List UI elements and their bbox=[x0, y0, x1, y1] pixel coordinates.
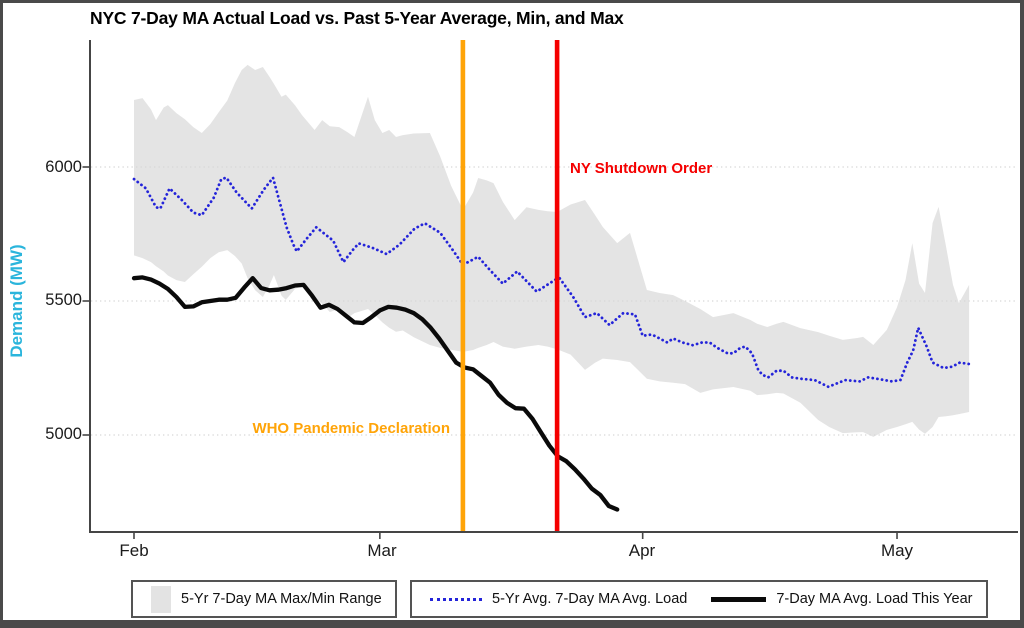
x-tick-label-mar: Mar bbox=[367, 541, 397, 560]
chart-title: NYC 7-Day MA Actual Load vs. Past 5-Year… bbox=[90, 8, 624, 28]
y-axis-title: Demand (MW) bbox=[7, 244, 26, 358]
legend-range-box: 5-Yr 7-Day MA Max/Min Range bbox=[131, 580, 397, 618]
legend-avg-label: 5-Yr Avg. 7-Day MA Avg. Load bbox=[492, 591, 688, 607]
black-line-sample bbox=[711, 596, 767, 602]
y-tick-label-5000: 5000 bbox=[45, 425, 82, 443]
this-year-load-line bbox=[131, 275, 620, 512]
max-min-band-area bbox=[134, 64, 970, 437]
blue-dotted-line-sample bbox=[430, 597, 482, 601]
x-tick-label-feb: Feb bbox=[119, 541, 149, 560]
annotation-ny-shutdown-order: NY Shutdown Order bbox=[570, 160, 713, 177]
legend-lines-box: 5-Yr Avg. 7-Day MA Avg. Load 7-Day MA Av… bbox=[410, 580, 988, 618]
y-tick-label-6000: 6000 bbox=[45, 158, 82, 176]
legend-this-year-label: 7-Day MA Avg. Load This Year bbox=[776, 591, 973, 607]
five-year-avg-load-line bbox=[132, 174, 971, 389]
y-tick-label-5500: 5500 bbox=[45, 291, 82, 309]
max-min-range-swatch bbox=[151, 585, 171, 613]
annotation-who-pandemic-declaration: WHO Pandemic Declaration bbox=[252, 420, 450, 437]
x-tick-label-may: May bbox=[880, 541, 914, 560]
x-tick-label-apr: Apr bbox=[628, 541, 656, 560]
legend-range-label: 5-Yr 7-Day MA Max/Min Range bbox=[181, 591, 382, 607]
